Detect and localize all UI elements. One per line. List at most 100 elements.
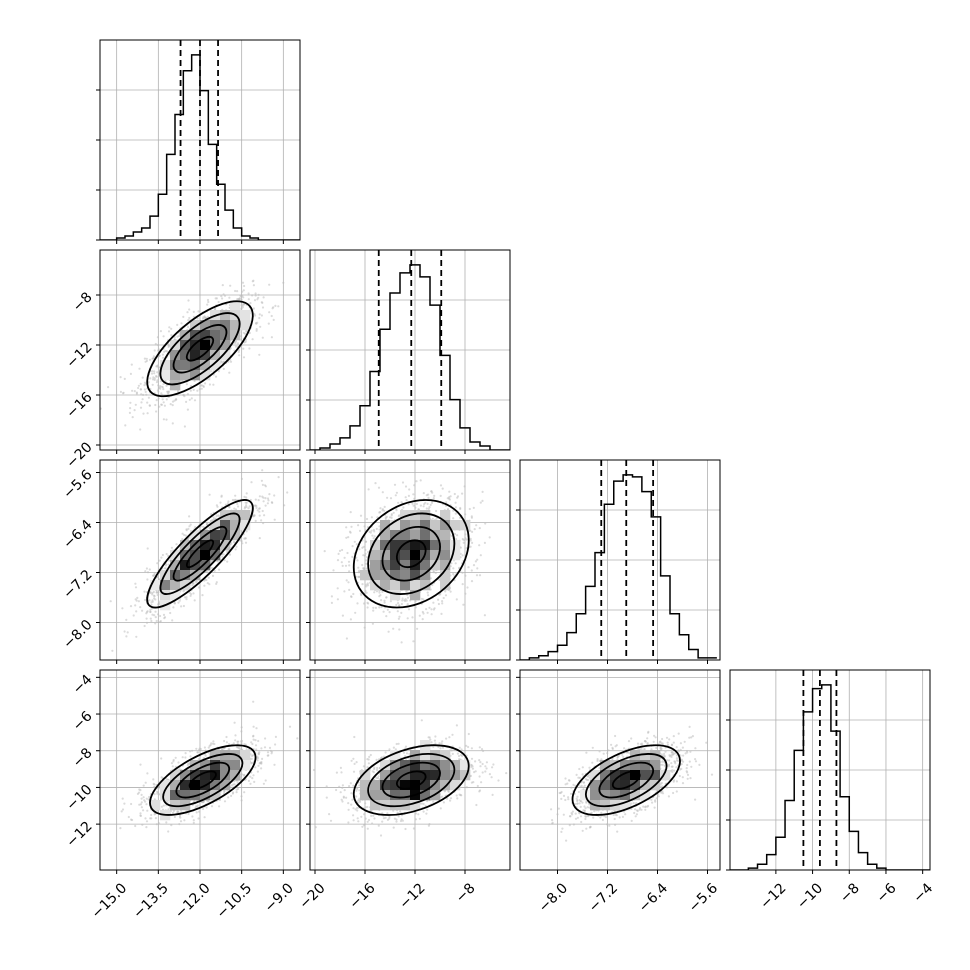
sample-point: [459, 516, 462, 519]
sample-point: [463, 485, 466, 488]
sample-point: [254, 294, 257, 297]
sample-point: [241, 281, 245, 284]
sample-point: [262, 522, 265, 525]
sample-point: [364, 559, 367, 562]
sample-point: [147, 381, 150, 384]
sample-point: [432, 569, 435, 573]
sample-point: [346, 551, 349, 555]
sample-point: [434, 571, 437, 575]
sample-point: [243, 537, 246, 540]
sample-point: [148, 358, 152, 361]
sample-point: [374, 482, 377, 485]
sample-point: [252, 514, 256, 517]
sample-point: [254, 292, 257, 295]
density-cell: [230, 510, 241, 521]
sample-point: [145, 621, 149, 624]
sample-point: [362, 602, 366, 605]
sample-point: [220, 494, 223, 497]
sample-point: [170, 327, 173, 330]
sample-point: [449, 495, 452, 498]
sample-point: [137, 600, 140, 603]
contour-level-2: [172, 324, 228, 374]
sample-point: [435, 509, 438, 513]
sample-point: [266, 497, 270, 500]
sample-point: [426, 502, 429, 505]
sample-point: [361, 546, 364, 549]
sample-point: [188, 308, 191, 311]
sample-point: [206, 571, 209, 574]
sample-point: [465, 538, 468, 541]
sample-point: [142, 393, 145, 396]
sample-point: [258, 353, 261, 356]
sample-point: [255, 329, 258, 332]
sample-point: [121, 607, 124, 610]
sample-point: [277, 476, 280, 479]
sample-point: [343, 556, 346, 559]
sample-point: [355, 543, 358, 546]
sample-point: [351, 545, 354, 548]
sample-point: [475, 524, 478, 527]
sample-point: [245, 492, 248, 495]
sample-point: [421, 618, 424, 621]
sample-point: [247, 292, 250, 295]
sample-point: [119, 390, 122, 393]
sample-point: [153, 614, 156, 617]
density-cell: [200, 330, 211, 341]
sample-point: [345, 536, 348, 539]
sample-point: [202, 316, 205, 319]
sample-point: [355, 575, 358, 578]
sample-point: [432, 601, 435, 604]
sample-point: [234, 548, 237, 551]
sample-point: [428, 606, 431, 609]
sample-point: [375, 527, 378, 531]
sample-point: [187, 299, 190, 302]
sample-point: [154, 616, 157, 619]
sample-point: [431, 583, 434, 587]
density-cell: [210, 350, 221, 361]
sample-point: [168, 559, 171, 562]
sample-point: [155, 591, 158, 594]
sample-point: [273, 494, 276, 497]
sample-point: [156, 336, 159, 339]
sample-point: [175, 398, 178, 401]
sample-point: [163, 617, 166, 620]
sample-point: [481, 499, 484, 502]
sample-point: [178, 334, 181, 338]
histogram-panel-1: [96, 39, 301, 244]
sample-point: [479, 554, 482, 557]
sample-point: [413, 497, 416, 500]
sample-point: [228, 371, 231, 374]
sample-point: [386, 608, 389, 611]
density-cell: [160, 590, 171, 601]
sample-point: [393, 483, 397, 486]
sample-point: [447, 508, 450, 511]
sample-point: [421, 610, 424, 614]
sample-point: [345, 637, 348, 640]
sample-point: [367, 488, 370, 491]
sample-point: [228, 553, 232, 556]
density-cell: [190, 340, 201, 351]
sample-point: [398, 604, 401, 607]
sample-point: [185, 400, 188, 403]
sample-point: [411, 502, 414, 505]
sample-point: [215, 582, 218, 586]
density-cell: [170, 550, 181, 561]
sample-point: [455, 538, 458, 541]
sample-point: [140, 401, 143, 404]
sample-point: [211, 574, 215, 578]
sample-point: [270, 336, 273, 339]
sample-point: [373, 591, 376, 594]
sample-point: [358, 548, 361, 551]
density-cell: [220, 520, 231, 531]
density-cell: [150, 580, 161, 591]
sample-point: [400, 602, 403, 606]
sample-point: [146, 610, 149, 613]
sample-point: [173, 602, 176, 605]
sample-point: [198, 388, 201, 391]
sample-point: [200, 387, 203, 390]
sample-point: [470, 580, 474, 583]
sample-point: [156, 371, 159, 374]
sample-point: [449, 590, 452, 593]
sample-point: [162, 335, 165, 338]
